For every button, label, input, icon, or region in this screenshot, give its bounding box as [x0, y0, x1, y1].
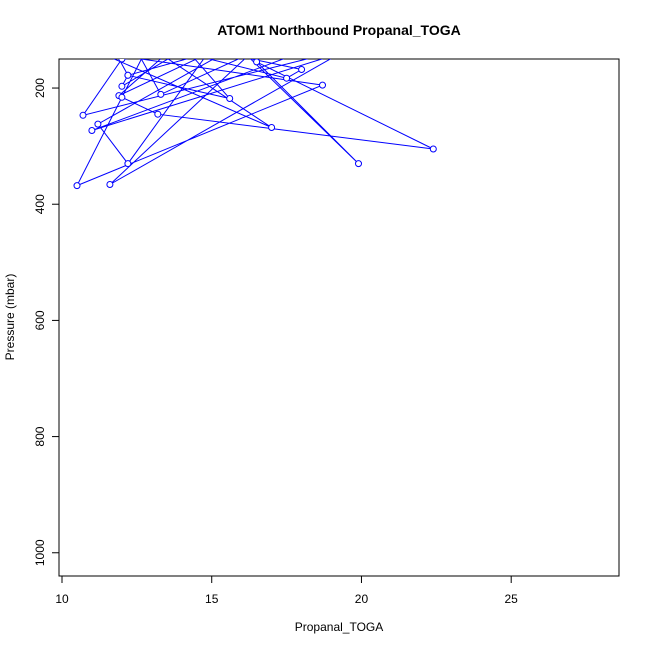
data-point	[253, 59, 261, 66]
x-axis: 10 15 20 25	[55, 575, 519, 606]
data-point	[355, 160, 362, 168]
data-point	[118, 59, 126, 63]
y-tick-label: 1000	[33, 539, 47, 566]
plot-frame	[58, 58, 620, 577]
y-axis: 200 400 600 800 1000	[33, 78, 60, 566]
data-point	[106, 181, 114, 188]
series-layer	[73, 59, 437, 190]
x-tick-label: 10	[55, 592, 69, 606]
data-point	[226, 95, 234, 102]
data-point	[124, 71, 132, 79]
x-tick-label: 20	[355, 592, 369, 606]
y-tick-label: 800	[33, 426, 47, 446]
x-tick-label: 15	[205, 592, 219, 606]
series-line	[75, 59, 434, 187]
y-tick-label: 200	[33, 78, 47, 98]
data-point	[88, 127, 96, 134]
x-tick-label: 25	[505, 592, 519, 606]
data-point	[268, 124, 276, 131]
data-point	[118, 82, 126, 90]
data-point	[298, 66, 306, 73]
y-axis-label: Pressure (mbar)	[3, 274, 17, 361]
x-axis-label: Propanal_TOGA	[295, 620, 384, 634]
data-point	[157, 90, 165, 98]
chart-title: ATOM1 Northbound Propanal_TOGA	[217, 22, 460, 38]
data-point	[79, 111, 87, 119]
data-point	[94, 120, 102, 128]
y-tick-label: 600	[33, 310, 47, 330]
data-point	[429, 145, 437, 153]
data-point	[118, 93, 126, 101]
data-point	[154, 110, 162, 118]
data-point	[319, 81, 326, 89]
y-tick-label: 400	[33, 194, 47, 214]
data-point	[283, 74, 291, 82]
data-point	[124, 160, 132, 168]
data-point	[73, 182, 81, 190]
